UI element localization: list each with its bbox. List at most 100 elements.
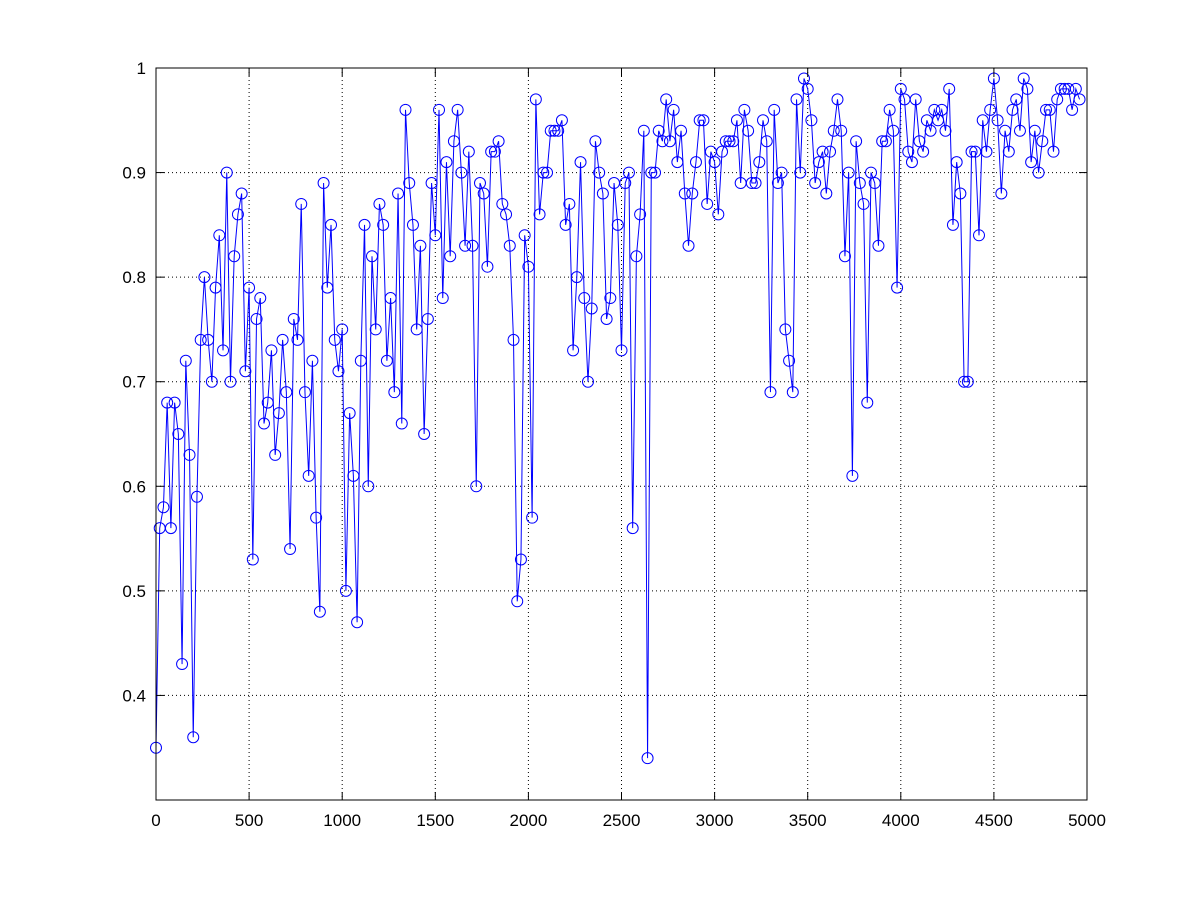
data-point-marker bbox=[239, 365, 252, 378]
data-point-marker bbox=[492, 135, 505, 148]
data-point-marker bbox=[570, 271, 583, 284]
data-point-marker bbox=[384, 292, 397, 305]
data-point-marker bbox=[1047, 145, 1060, 158]
data-point-marker bbox=[902, 145, 915, 158]
data-point-marker bbox=[905, 156, 918, 169]
data-point-marker bbox=[332, 365, 345, 378]
data-point-marker bbox=[578, 292, 591, 305]
data-point-marker bbox=[473, 177, 486, 190]
data-point-marker bbox=[205, 375, 218, 388]
data-point-marker bbox=[738, 103, 751, 116]
data-point-marker bbox=[649, 166, 662, 179]
data-point-marker bbox=[1073, 93, 1086, 106]
data-point-marker bbox=[529, 93, 542, 106]
data-point-marker bbox=[701, 197, 714, 210]
data-point-marker bbox=[865, 166, 878, 179]
data-point-marker bbox=[600, 312, 613, 325]
data-point-marker bbox=[943, 82, 956, 95]
data-point-marker bbox=[1021, 82, 1034, 95]
data-point-marker bbox=[272, 407, 285, 420]
data-point-marker bbox=[179, 354, 192, 367]
data-point-marker bbox=[466, 239, 479, 252]
data-point-marker bbox=[652, 124, 665, 137]
data-point-marker bbox=[354, 354, 367, 367]
data-point-marker bbox=[663, 135, 676, 148]
data-point-marker bbox=[1054, 82, 1067, 95]
y-tick-label: 0.7 bbox=[122, 373, 146, 392]
data-point-marker bbox=[753, 156, 766, 169]
data-point-marker bbox=[1006, 103, 1019, 116]
data-point-marker bbox=[727, 135, 740, 148]
data-point-marker bbox=[246, 553, 259, 566]
data-point-marker bbox=[809, 177, 822, 190]
data-point-marker bbox=[716, 145, 729, 158]
data-point-marker bbox=[377, 218, 390, 231]
data-point-marker bbox=[760, 135, 773, 148]
data-point-marker bbox=[764, 386, 777, 399]
data-point-marker bbox=[686, 187, 699, 200]
data-point-marker bbox=[693, 114, 706, 127]
data-point-marker bbox=[634, 208, 647, 221]
data-point-marker bbox=[838, 250, 851, 263]
data-point-marker bbox=[991, 114, 1004, 127]
data-point-marker bbox=[224, 375, 237, 388]
x-tick-label: 2500 bbox=[603, 811, 641, 830]
x-tick-label: 3000 bbox=[696, 811, 734, 830]
data-point-marker bbox=[585, 302, 598, 315]
data-point-marker bbox=[757, 114, 770, 127]
data-point-marker bbox=[816, 145, 829, 158]
data-point-marker bbox=[477, 187, 490, 200]
data-point-marker bbox=[220, 166, 233, 179]
data-point-marker bbox=[544, 124, 557, 137]
data-point-marker bbox=[511, 595, 524, 608]
data-point-marker bbox=[217, 344, 230, 357]
data-point-marker bbox=[176, 658, 189, 671]
data-point-marker bbox=[786, 386, 799, 399]
data-point-marker bbox=[183, 448, 196, 461]
y-tick-label: 0.6 bbox=[122, 477, 146, 496]
data-point-marker bbox=[928, 103, 941, 116]
data-point-marker bbox=[485, 145, 498, 158]
data-point-marker bbox=[861, 396, 874, 409]
data-point-marker bbox=[421, 312, 434, 325]
data-point-marker bbox=[801, 82, 814, 95]
data-point-marker bbox=[567, 344, 580, 357]
data-point-marker bbox=[745, 177, 758, 190]
data-point-marker bbox=[708, 156, 721, 169]
data-point-marker bbox=[481, 260, 494, 273]
data-point-marker bbox=[514, 553, 527, 566]
data-point-marker bbox=[459, 239, 472, 252]
data-point-marker bbox=[306, 354, 319, 367]
data-point-marker bbox=[973, 229, 985, 242]
data-point-marker bbox=[284, 543, 297, 556]
data-point-marker bbox=[190, 490, 203, 503]
data-point-marker bbox=[1010, 93, 1023, 106]
data-point-marker bbox=[723, 135, 736, 148]
x-tick-label: 5000 bbox=[1068, 811, 1106, 830]
data-point-marker bbox=[563, 197, 576, 210]
data-point-marker bbox=[630, 250, 643, 263]
data-point-marker bbox=[243, 281, 256, 294]
data-point-marker bbox=[1051, 93, 1064, 106]
data-point-marker bbox=[161, 396, 174, 409]
data-point-marker bbox=[317, 177, 330, 190]
data-point-marker bbox=[581, 375, 594, 388]
data-point-marker bbox=[913, 135, 926, 148]
data-point-marker bbox=[730, 114, 743, 127]
data-point-marker bbox=[429, 229, 442, 242]
y-tick-label: 0.8 bbox=[122, 268, 146, 287]
series-line bbox=[155, 78, 1081, 759]
data-point-marker bbox=[548, 124, 561, 137]
data-point-marker bbox=[365, 250, 378, 263]
x-tick-label: 2000 bbox=[509, 811, 547, 830]
data-point-marker bbox=[645, 166, 658, 179]
data-point-marker bbox=[325, 218, 338, 231]
data-point-marker bbox=[403, 177, 416, 190]
data-point-marker bbox=[835, 124, 848, 137]
data-point-marker bbox=[462, 145, 475, 158]
data-point-marker bbox=[932, 114, 945, 127]
data-point-marker bbox=[794, 166, 807, 179]
data-point-marker bbox=[194, 333, 207, 346]
data-point-marker bbox=[347, 469, 360, 482]
data-point-marker bbox=[500, 208, 513, 221]
